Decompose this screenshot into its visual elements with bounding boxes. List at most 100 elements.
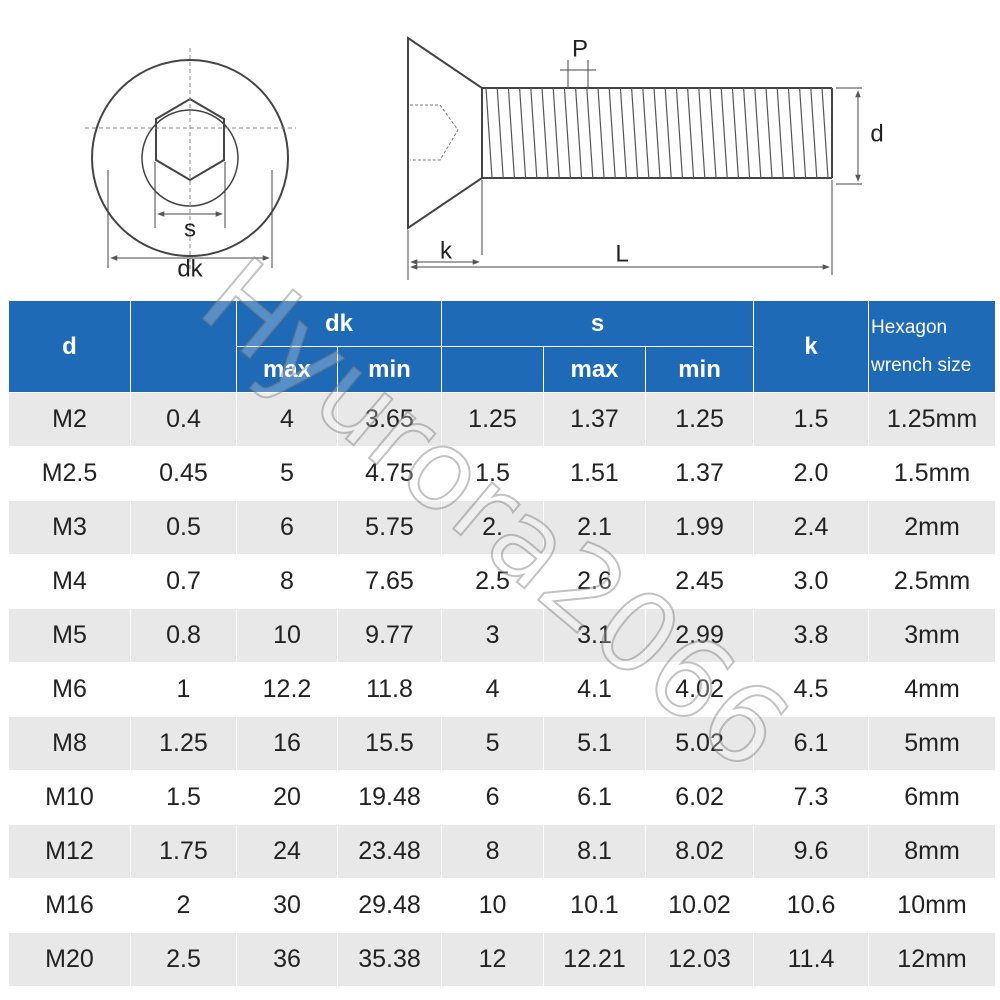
table-cell: 5 xyxy=(441,716,545,771)
table-cell: 23.48 xyxy=(336,824,443,879)
table-cell: 2mm xyxy=(868,500,997,555)
thread-line xyxy=(743,87,751,179)
thread-line xyxy=(799,87,807,179)
table-cell: 19.48 xyxy=(336,770,443,825)
table-cell: 9.77 xyxy=(336,608,443,663)
table-cell: 5.1 xyxy=(543,716,647,771)
thread-line xyxy=(765,87,773,179)
thread-line xyxy=(552,87,560,179)
table-cell: 11.4 xyxy=(753,932,870,987)
table-row: M2 0.4 4 3.65 1.25 1.37 1.25 1.5 1.25mm xyxy=(8,392,997,447)
table-row: M8 1.25 16 15.5 5 5.1 5.02 6.1 5mm xyxy=(8,716,997,771)
thread-line xyxy=(597,87,605,179)
thread-line xyxy=(675,87,683,179)
thread-line xyxy=(541,87,549,179)
thread-line xyxy=(530,87,538,179)
table-cell: 0.7 xyxy=(130,554,237,609)
table-row: M16 2 30 29.48 10 10.1 10.02 10.6 10mm xyxy=(8,878,997,933)
table-cell: 3 xyxy=(441,608,545,663)
table-cell: 2.5 xyxy=(441,554,545,609)
table-cell: 12.21 xyxy=(543,932,647,987)
table-cell: 0.45 xyxy=(130,446,237,501)
table-cell: 6 xyxy=(236,500,338,555)
table-cell: 35.38 xyxy=(336,932,443,987)
table-cell: 20 xyxy=(236,770,338,825)
header-cell: dk xyxy=(235,300,443,347)
spec-table: d dk s k Hexagon wrench size max min max… xyxy=(8,300,997,987)
table-row: M2.5 0.45 5 4.75 1.5 1.51 1.37 2.0 1.5mm xyxy=(8,446,997,501)
header-cell: max xyxy=(236,346,338,393)
table-cell: 2.1 xyxy=(543,500,647,555)
table-cell: 10 xyxy=(441,878,545,933)
table-cell: 8.02 xyxy=(645,824,755,879)
header-cell: Hexagon wrench size xyxy=(868,300,997,393)
table-cell: M16 xyxy=(8,878,131,933)
table-cell: 8 xyxy=(236,554,338,609)
thread-line xyxy=(821,87,829,179)
header-cell: s xyxy=(441,300,755,347)
table-cell: 30 xyxy=(236,878,338,933)
thread-line xyxy=(642,87,650,179)
thread-line xyxy=(720,87,728,179)
table-cell: 1.51 xyxy=(543,446,647,501)
thread-line xyxy=(507,87,515,179)
table-cell: 2. xyxy=(441,500,545,555)
thread-line xyxy=(664,87,672,179)
thread-line xyxy=(586,87,594,179)
table-cell: 2.99 xyxy=(645,608,755,663)
table-row: M12 1.75 24 23.48 8 8.1 8.02 9.6 8mm xyxy=(8,824,997,879)
thread-line xyxy=(810,87,818,179)
table-cell: 8 xyxy=(441,824,545,879)
header-cell: min xyxy=(645,346,755,393)
table-cell: 4.75 xyxy=(336,446,443,501)
table-cell: 6.02 xyxy=(645,770,755,825)
table-cell: 8.1 xyxy=(543,824,647,879)
table-cell: 6.1 xyxy=(543,770,647,825)
header-cell: k xyxy=(753,300,870,393)
table-cell: 6mm xyxy=(868,770,997,825)
table-cell: 10.02 xyxy=(645,878,755,933)
table-cell: 1.25 xyxy=(130,716,237,771)
table-cell: 12 xyxy=(441,932,545,987)
table-cell: 1.25 xyxy=(441,392,545,447)
table-cell: 5mm xyxy=(868,716,997,771)
table-cell: 6.1 xyxy=(753,716,870,771)
table-cell: 4mm xyxy=(868,662,997,717)
table-cell: 5.02 xyxy=(645,716,755,771)
table-row: M20 2.5 36 35.38 12 12.21 12.03 11.4 12mm xyxy=(8,932,997,987)
table-cell: 2.5mm xyxy=(868,554,997,609)
top-view xyxy=(85,48,296,270)
table-cell: 7.3 xyxy=(753,770,870,825)
table-cell: 4 xyxy=(236,392,338,447)
thread-line xyxy=(787,87,795,179)
table-cell: 15.5 xyxy=(336,716,443,771)
label-dk: dk xyxy=(177,255,203,282)
table-cell: M2 xyxy=(8,392,131,447)
table-cell: 36 xyxy=(236,932,338,987)
table-cell: 10.6 xyxy=(753,878,870,933)
table-cell: 2.0 xyxy=(753,446,870,501)
table-cell: 1.5mm xyxy=(868,446,997,501)
table-cell: M10 xyxy=(8,770,131,825)
label-k: k xyxy=(440,237,453,264)
table-cell: 1 xyxy=(130,662,237,717)
table-cell: 2.45 xyxy=(645,554,755,609)
header-cell xyxy=(441,346,545,393)
table-body: M2 0.4 4 3.65 1.25 1.37 1.25 1.5 1.25mm M2.5 0.45 5… xyxy=(8,392,997,987)
table-cell: 12mm xyxy=(868,932,997,987)
thread-line xyxy=(698,87,706,179)
table-cell: 1.5 xyxy=(130,770,237,825)
table-cell: 24 xyxy=(236,824,338,879)
header-cell: d xyxy=(8,300,131,393)
table-cell: 5 xyxy=(236,446,338,501)
header-cell: min xyxy=(336,346,443,393)
table-cell: 1.75 xyxy=(130,824,237,879)
screw-diagram: s dk P d k L xyxy=(85,35,884,282)
label-s: s xyxy=(184,215,196,242)
table-cell: 1.37 xyxy=(543,392,647,447)
thread-line xyxy=(608,87,616,179)
thread-line xyxy=(653,87,661,179)
table-row: M4 0.7 8 7.65 2.5 2.6 2.45 3.0 2.5mm xyxy=(8,554,997,609)
table-cell: 3.65 xyxy=(336,392,443,447)
table-cell: 9.6 xyxy=(753,824,870,879)
